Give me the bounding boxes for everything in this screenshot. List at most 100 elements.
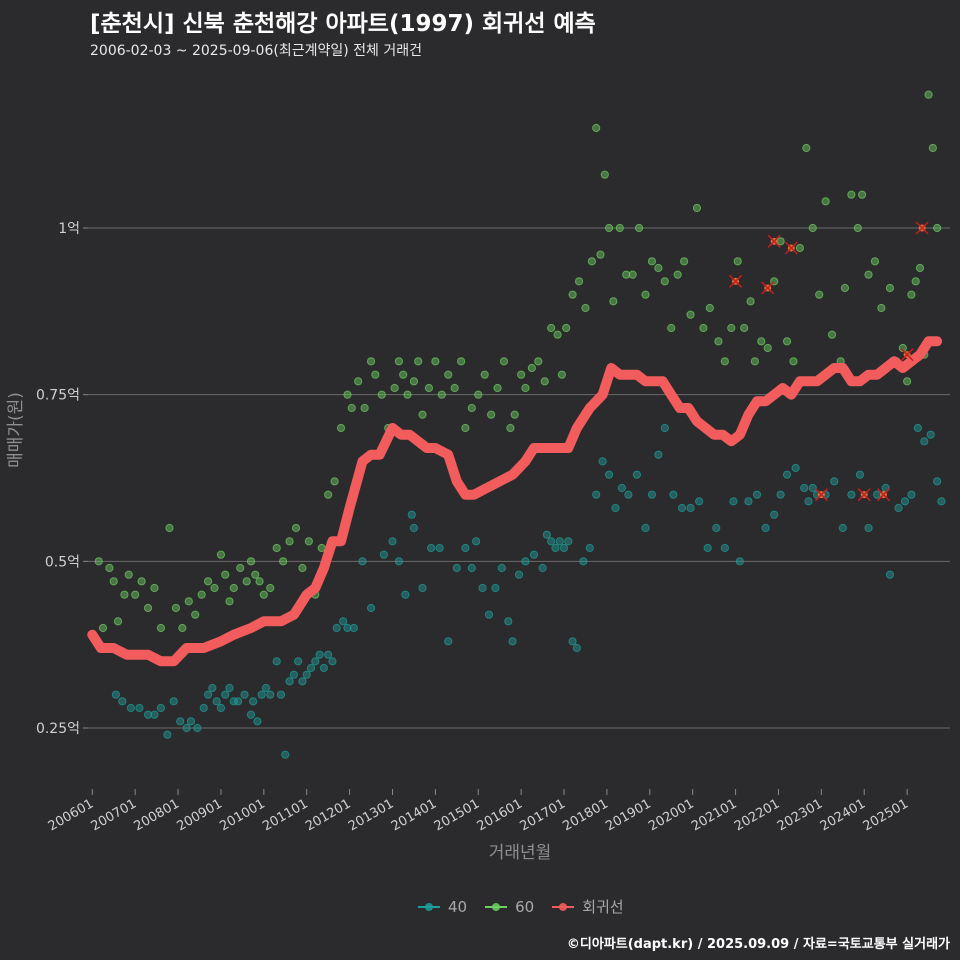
- series-60-point: [870, 257, 880, 266]
- outlier-cross: [915, 221, 929, 235]
- series-60-point: [246, 557, 256, 566]
- series-60-point: [210, 583, 219, 593]
- series-40-point: [604, 470, 614, 479]
- y-axis-title: 매매가(원): [6, 392, 26, 468]
- series-60-point: [403, 390, 412, 399]
- series-60-point: [457, 357, 466, 366]
- x-tick-label: 201601: [475, 796, 525, 834]
- x-tick-label: 201101: [260, 796, 310, 834]
- series-40-point: [358, 557, 367, 566]
- series-40-point: [311, 657, 320, 666]
- series-40-point: [547, 537, 556, 546]
- series-60-point: [124, 570, 133, 579]
- series-40-point: [782, 470, 792, 479]
- series-40-point: [186, 717, 196, 726]
- series-40-point: [156, 703, 166, 713]
- series-40-point: [572, 643, 581, 653]
- series-60-point: [699, 323, 708, 333]
- series-60-point: [705, 303, 714, 313]
- series-40-point: [169, 697, 178, 706]
- x-tick-label: 201701: [518, 796, 568, 834]
- series-60-point: [399, 370, 408, 379]
- legend-key-point: [492, 902, 501, 911]
- series-60-point: [150, 583, 159, 593]
- series-60-point: [343, 390, 352, 399]
- series-60-point: [574, 277, 584, 286]
- source-caption: ©디아파트(dapt.kr) / 2025.09.09 / 자료=국토교통부 실…: [566, 937, 950, 952]
- series-60-point: [557, 370, 566, 379]
- series-60-point: [604, 223, 614, 233]
- series-60-point: [847, 190, 856, 199]
- legend-item: 회귀선: [552, 896, 624, 917]
- legend-key-point: [559, 902, 568, 911]
- series-60-point: [727, 323, 736, 333]
- series-60-point: [191, 610, 200, 619]
- outlier-cross: [814, 488, 828, 502]
- series-40-point: [744, 497, 753, 506]
- series-60-point: [444, 370, 453, 379]
- series-40-point: [542, 530, 551, 539]
- series-40-point: [339, 617, 348, 626]
- series-40-point: [885, 570, 895, 579]
- series-40-point: [319, 663, 328, 673]
- series-40-point: [617, 483, 627, 493]
- series-60-point: [634, 223, 644, 233]
- series-60-point: [647, 257, 657, 266]
- y-tick-label: 0.5억: [45, 554, 80, 570]
- series-60-point: [907, 290, 916, 299]
- chart-title: [춘천시] 신북 춘천해강 아파트(1997) 회귀선 예측: [90, 11, 596, 37]
- series-60-point: [137, 577, 146, 586]
- x-tick-label: 200801: [132, 796, 182, 834]
- series-40-point: [435, 543, 444, 553]
- series-40-point: [598, 457, 607, 466]
- series-60-point: [236, 563, 245, 573]
- series-40-point: [298, 677, 307, 686]
- series-40-point: [514, 570, 524, 579]
- series-60-point: [360, 403, 369, 413]
- series-60-point: [898, 343, 907, 353]
- series-60-point: [641, 290, 650, 299]
- series-40-point: [654, 450, 663, 459]
- series-60-point: [534, 357, 543, 366]
- series-60-point: [562, 323, 571, 333]
- series-60-point: [547, 323, 556, 333]
- series-40-point: [624, 490, 633, 499]
- series-60-point: [414, 357, 423, 366]
- series-60-point: [815, 290, 824, 299]
- series-60-point: [915, 263, 925, 273]
- series-40-point: [926, 430, 935, 439]
- series-60-point: [615, 223, 624, 233]
- series-40-point: [579, 557, 588, 566]
- series-60-point: [789, 357, 798, 366]
- series-40-point: [894, 503, 903, 513]
- series-60-point: [285, 537, 294, 546]
- series-40-point: [225, 683, 234, 693]
- series-60-point: [924, 90, 933, 99]
- series-60-point: [450, 383, 459, 393]
- series-60-point: [686, 310, 695, 319]
- series-60-point: [592, 123, 601, 133]
- series-40-point: [669, 490, 678, 499]
- series-40-point: [388, 537, 397, 546]
- series-60-point: [714, 337, 723, 346]
- series-40-point: [776, 490, 785, 499]
- series-40-point: [249, 697, 258, 706]
- series-60-point: [390, 383, 399, 393]
- series-60-point: [347, 403, 356, 413]
- series-60-point: [156, 623, 166, 633]
- series-40-point: [216, 703, 226, 713]
- series-40-point: [933, 477, 942, 486]
- series-40-point: [418, 583, 427, 593]
- series-40-point: [564, 537, 573, 546]
- series-40-point: [328, 657, 337, 666]
- series-40-point: [521, 557, 530, 566]
- series-60-point: [692, 203, 702, 213]
- series-40-point: [143, 710, 153, 719]
- series-40-point: [752, 490, 762, 499]
- series-60-point: [171, 603, 181, 613]
- outlier-cross: [729, 274, 743, 288]
- series-40-point: [253, 717, 262, 726]
- series-60-point: [474, 390, 483, 399]
- series-40-point: [285, 677, 294, 686]
